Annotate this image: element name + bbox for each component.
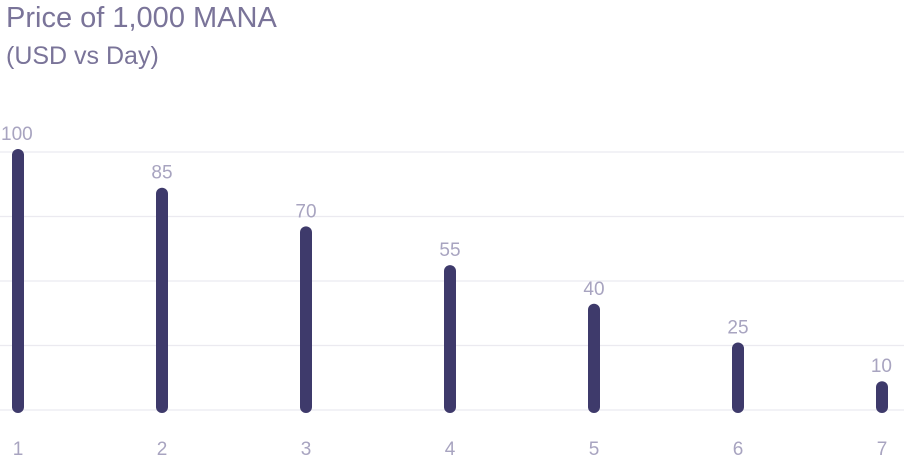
x-axis-tick-labels: 1 2 3 4 5 6 7 <box>13 439 888 458</box>
value-labels: 100 85 70 55 40 25 10 <box>1 124 892 377</box>
value-label-day-6: 25 <box>727 318 748 339</box>
bars <box>12 149 888 413</box>
x-tick-label-6: 6 <box>733 439 744 458</box>
value-label-day-5: 40 <box>583 279 604 300</box>
x-tick-label-5: 5 <box>589 439 600 458</box>
value-label-day-2: 85 <box>151 163 172 184</box>
value-label-day-3: 70 <box>295 201 316 222</box>
x-tick-label-1: 1 <box>13 439 24 458</box>
chart-title: Price of 1,000 MANA <box>6 2 277 34</box>
value-label-day-7: 10 <box>871 356 892 377</box>
value-label-day-4: 55 <box>439 240 460 261</box>
x-tick-label-2: 2 <box>157 439 168 458</box>
value-label-day-1: 100 <box>1 124 33 145</box>
x-tick-label-3: 3 <box>301 439 312 458</box>
x-tick-label-7: 7 <box>877 439 888 458</box>
chart-subtitle: (USD vs Day) <box>6 42 159 70</box>
x-tick-label-4: 4 <box>445 439 456 458</box>
